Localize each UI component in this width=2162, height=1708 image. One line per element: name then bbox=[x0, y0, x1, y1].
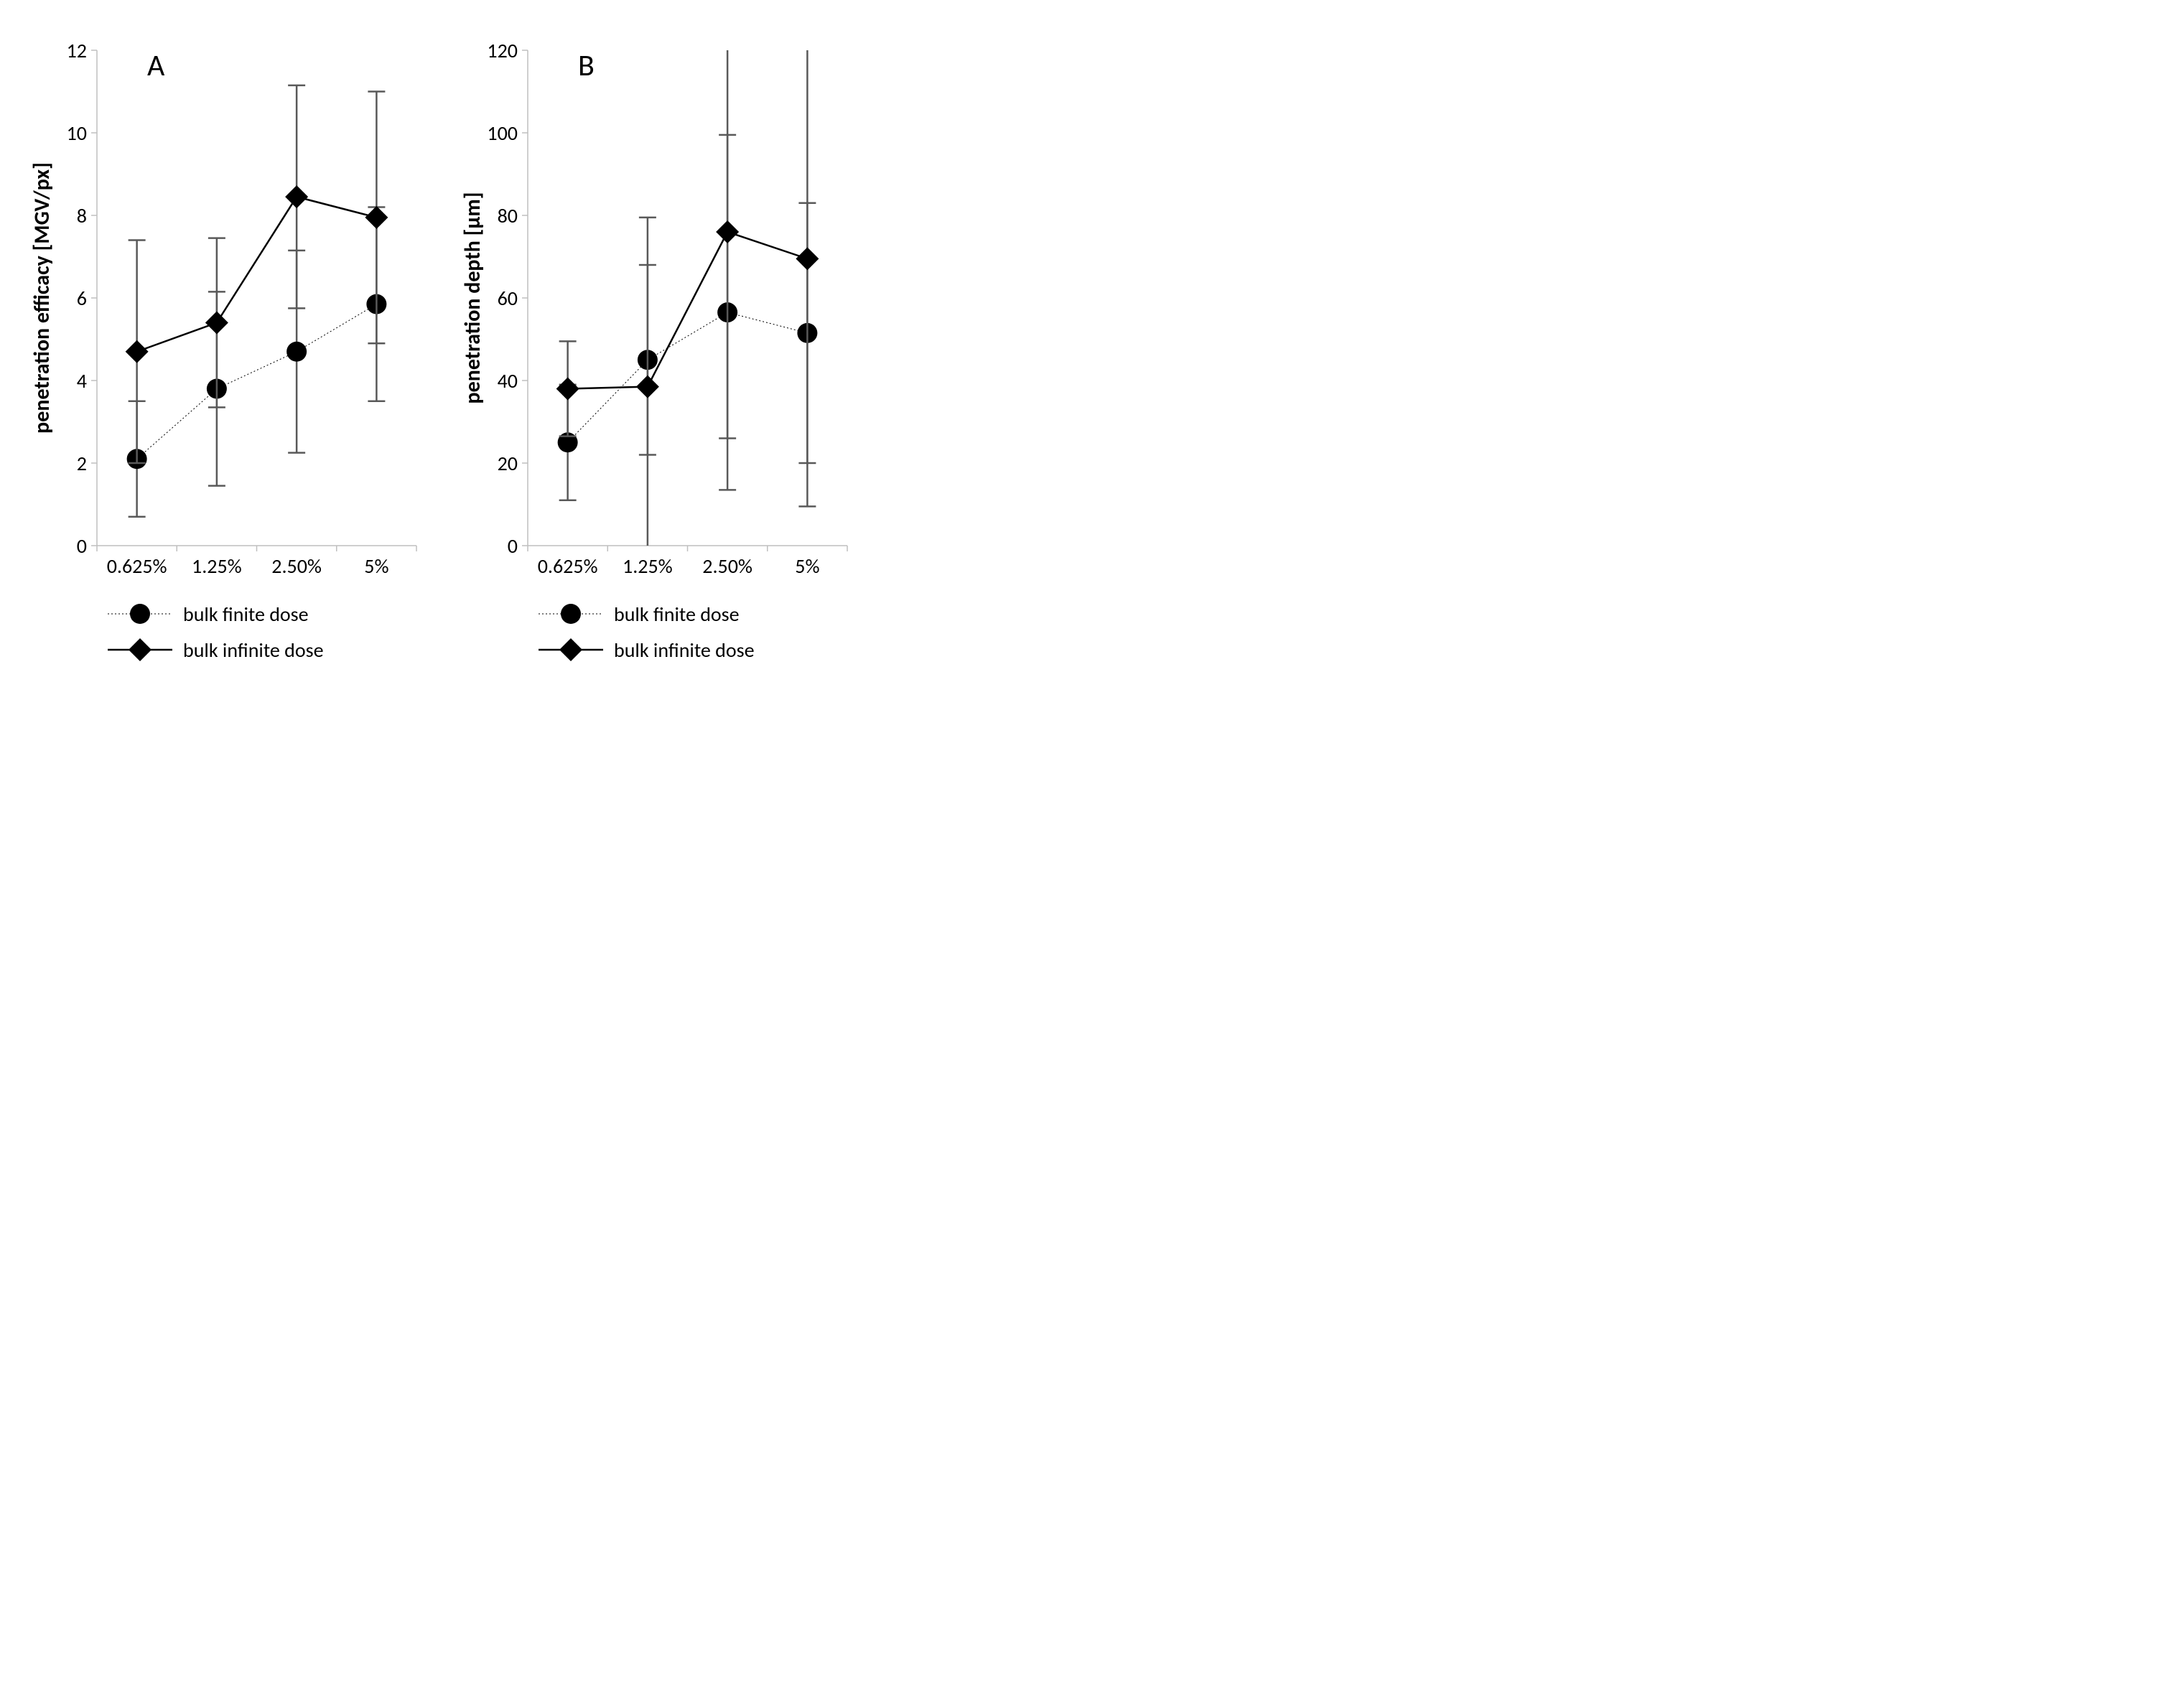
y-tick-label: 60 bbox=[498, 286, 518, 311]
y-tick-label: 20 bbox=[498, 451, 518, 476]
marker-circle bbox=[286, 342, 307, 362]
legend-label: bulk infinite dose bbox=[614, 638, 755, 663]
x-tick-label: 0.625% bbox=[538, 554, 598, 579]
marker-circle bbox=[130, 604, 150, 624]
y-tick-label: 2 bbox=[77, 451, 87, 476]
y-axis-title: penetration efficacy [MGV/px] bbox=[29, 162, 55, 434]
x-tick-label: 1.25% bbox=[623, 554, 673, 579]
y-tick-label: 40 bbox=[498, 368, 518, 393]
panel-A: 0 2 4 6 8 10 12 0.625% 1.25% 2.50% 5% penetration e… bbox=[29, 29, 431, 682]
y-axis-title: penetration depth [µm] bbox=[460, 192, 486, 404]
marker-circle bbox=[561, 604, 581, 624]
marker-diamond bbox=[559, 638, 582, 661]
x-tick-label: 1.25% bbox=[192, 554, 242, 579]
y-tick-label: 6 bbox=[77, 286, 87, 311]
series-line bbox=[568, 312, 808, 442]
x-tick-label: 5% bbox=[795, 554, 819, 579]
y-tick-label: 0 bbox=[508, 533, 518, 559]
marker-diamond bbox=[556, 378, 579, 401]
legend-label: bulk infinite dose bbox=[183, 638, 324, 663]
y-tick-label: 10 bbox=[67, 121, 87, 146]
marker-diamond bbox=[205, 312, 228, 335]
y-tick-label: 8 bbox=[77, 203, 87, 228]
x-tick-label: 2.50% bbox=[702, 554, 752, 579]
marker-diamond bbox=[365, 206, 388, 229]
series-line bbox=[137, 197, 377, 352]
series-line bbox=[568, 232, 808, 389]
panel-letter: B bbox=[578, 47, 595, 84]
legend-label: bulk finite dose bbox=[183, 602, 309, 627]
panel-B: 0 20 40 60 80 100 120 0.625% 1.25% 2.50% 5% penetra… bbox=[460, 29, 862, 682]
y-tick-label: 100 bbox=[487, 121, 518, 146]
marker-diamond bbox=[796, 247, 819, 270]
legend-label: bulk finite dose bbox=[614, 602, 740, 627]
y-tick-label: 0 bbox=[77, 533, 87, 559]
chart-svg: 0 2 4 6 8 10 12 0.625% 1.25% 2.50% 5% penetration e… bbox=[29, 29, 431, 589]
legend: bulk finite dose bulk infinite dose bbox=[29, 589, 431, 682]
marker-diamond bbox=[285, 185, 308, 208]
legend: bulk finite dose bulk infinite dose bbox=[460, 589, 862, 682]
marker-diamond bbox=[129, 638, 152, 661]
marker-diamond bbox=[636, 375, 659, 398]
y-tick-label: 80 bbox=[498, 203, 518, 228]
marker-diamond bbox=[126, 340, 149, 363]
panel-letter: A bbox=[147, 47, 165, 84]
x-tick-label: 0.625% bbox=[107, 554, 167, 579]
figure-root: 0 2 4 6 8 10 12 0.625% 1.25% 2.50% 5% penetration e… bbox=[0, 0, 2162, 711]
series-line bbox=[137, 304, 377, 459]
chart-svg: 0 20 40 60 80 100 120 0.625% 1.25% 2.50% 5% penetra… bbox=[460, 29, 862, 589]
marker-diamond bbox=[716, 220, 739, 243]
y-tick-label: 120 bbox=[487, 38, 518, 63]
y-tick-label: 12 bbox=[67, 38, 87, 63]
y-tick-label: 4 bbox=[77, 368, 87, 393]
x-tick-label: 2.50% bbox=[271, 554, 322, 579]
x-tick-label: 5% bbox=[364, 554, 388, 579]
